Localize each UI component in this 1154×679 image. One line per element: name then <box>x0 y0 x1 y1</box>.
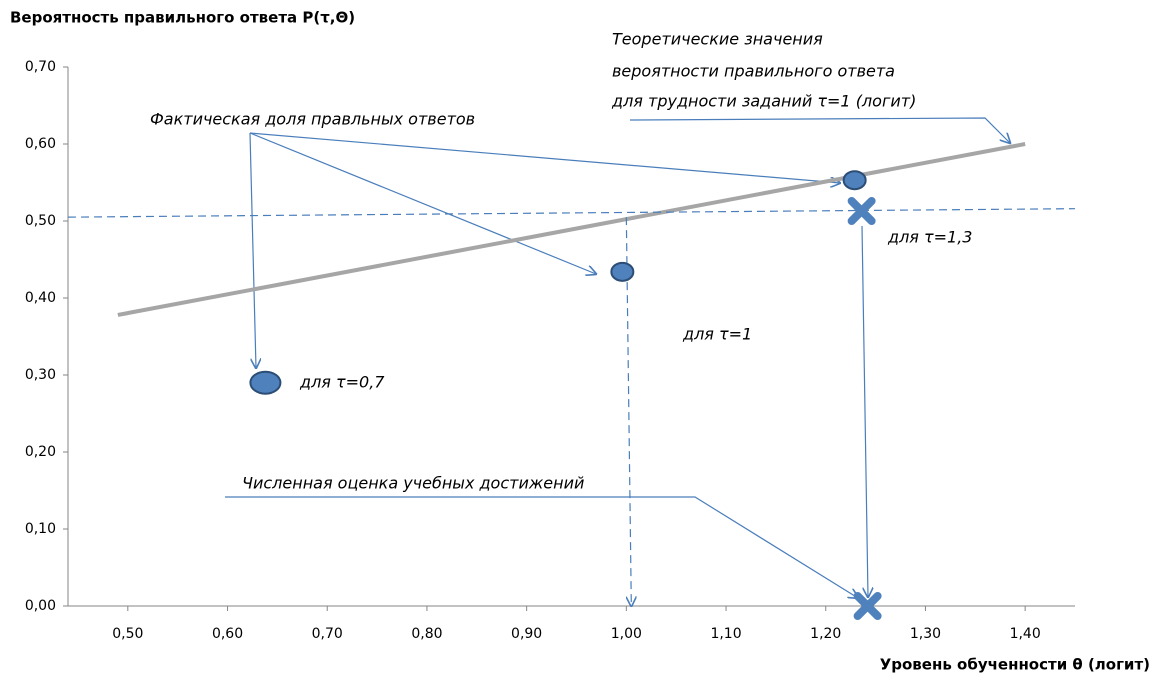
annotation: Теоретические значения <box>612 30 823 49</box>
y-tick-label: 0,70 <box>25 59 56 75</box>
chart-title: Вероятность правильного ответа P(τ,Θ) <box>10 9 355 27</box>
annotation: для τ=1,3 <box>887 228 972 247</box>
cross <box>847 196 876 225</box>
pointer-arrow <box>629 117 1010 143</box>
x-tick-label: 0,50 <box>112 626 143 642</box>
x-tick-label: 1,00 <box>611 626 642 642</box>
x-tick-label: 0,70 <box>312 626 343 642</box>
x-tick-label: 1,40 <box>1010 626 1041 642</box>
point <box>610 261 635 282</box>
y-tick-label: 0,00 <box>25 598 56 614</box>
point <box>842 170 867 191</box>
x-tick-label: 1,10 <box>710 626 741 642</box>
cross <box>853 592 882 620</box>
annotation: вероятности правильного ответа <box>612 62 895 81</box>
x-tick-label: 0,80 <box>411 626 442 642</box>
annotation: для τ=1 <box>682 325 752 344</box>
y-tick-label: 0,50 <box>25 213 56 229</box>
x-tick-label: 1,20 <box>810 626 841 642</box>
y-tick-label: 0,60 <box>25 136 56 152</box>
y-tick-label: 0,30 <box>25 367 56 383</box>
y-tick-label: 0,10 <box>25 521 56 537</box>
x-tick-label: 0,60 <box>212 626 243 642</box>
pointer-arrow <box>249 132 596 274</box>
pointer-arrow <box>225 496 858 598</box>
pointer-arrow <box>861 225 868 597</box>
annotation: Численная оценка учебных достижений <box>242 474 584 493</box>
y-tick-label: 0,40 <box>25 290 56 306</box>
pointer-arrow <box>249 132 840 183</box>
annotation: для τ=0,7 <box>299 373 385 392</box>
pointer-arrow <box>249 132 256 368</box>
x-tick-label: 0,90 <box>511 626 542 642</box>
line <box>117 142 1026 317</box>
annotation: Фактическая доля правльных ответов <box>150 110 475 129</box>
annotation: для трудности заданий τ=1 (логит) <box>611 92 916 111</box>
y-tick-label: 0,20 <box>25 444 56 460</box>
line <box>67 208 1076 218</box>
x-axis-label: Уровень обученности θ (логит) <box>880 656 1150 674</box>
point <box>249 370 282 395</box>
x-tick-label: 1,30 <box>910 626 941 642</box>
